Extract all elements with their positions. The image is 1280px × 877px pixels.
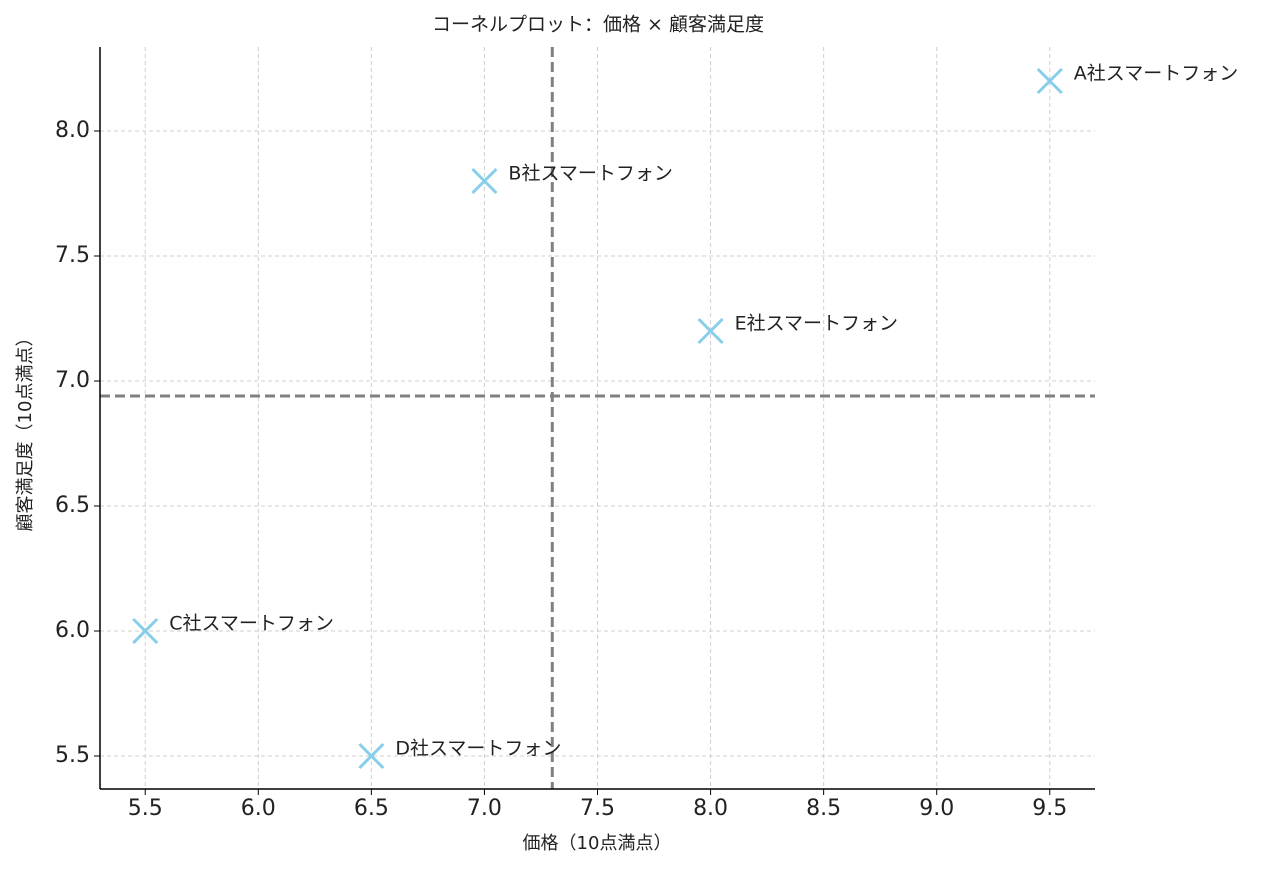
point-label: C社スマートフォン xyxy=(169,613,334,635)
x-tick-label: 7.5 xyxy=(580,796,615,821)
x-tick-label: 9.5 xyxy=(1032,796,1067,821)
y-tick-label: 5.5 xyxy=(55,743,90,768)
y-tick-label: 6.0 xyxy=(55,618,90,643)
point-label: A社スマートフォン xyxy=(1074,63,1238,85)
chart-title: コーネルプロット：価格 × 顧客満足度 xyxy=(432,14,764,36)
point xyxy=(358,742,385,770)
point xyxy=(1036,67,1063,95)
x-tick-label: 9.0 xyxy=(919,796,954,821)
x-tick-label: 6.5 xyxy=(354,796,389,821)
y-tick-label: 6.5 xyxy=(55,493,90,518)
x-tick-label: 8.0 xyxy=(693,796,728,821)
point-label: D社スマートフォン xyxy=(395,738,561,760)
point xyxy=(132,617,159,645)
y-tick-label: 7.5 xyxy=(55,243,90,268)
y-tick-label: 8.0 xyxy=(55,118,90,143)
point-label: E社スマートフォン xyxy=(735,313,898,335)
x-axis-label: 価格（10点満点） xyxy=(523,833,672,854)
x-tick-label: 5.5 xyxy=(128,796,163,821)
x-tick-label: 7.0 xyxy=(467,796,502,821)
x-tick-label: 6.0 xyxy=(241,796,276,821)
point-label: B社スマートフォン xyxy=(508,163,672,185)
point xyxy=(697,317,724,345)
y-tick-label: 7.0 xyxy=(55,368,90,393)
y-axis-label: 顧客満足度（10点満点） xyxy=(15,329,36,532)
point xyxy=(471,167,498,195)
x-tick-label: 8.5 xyxy=(806,796,841,821)
